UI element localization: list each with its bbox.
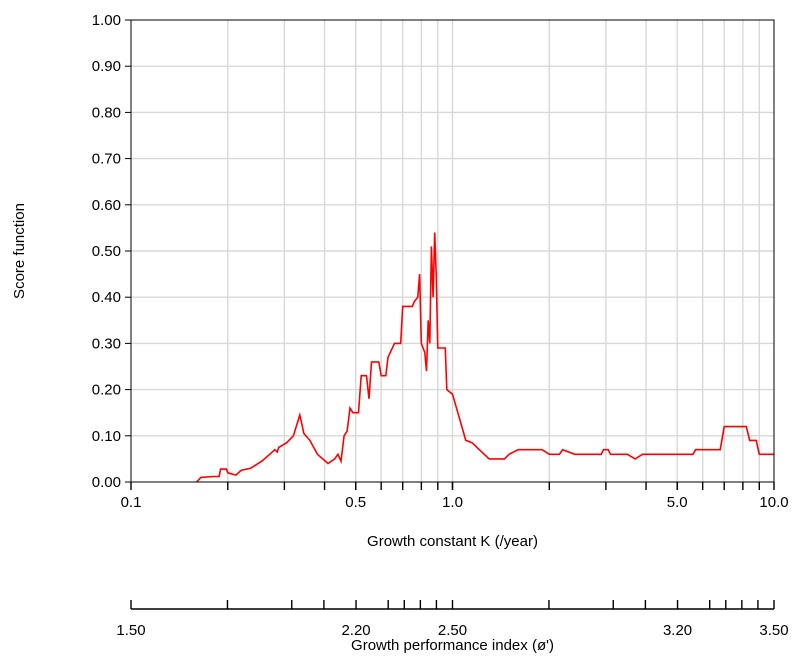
x-axis-title: Growth constant K (/year) [367, 533, 538, 550]
y-tick-label: 1.00 [92, 12, 121, 29]
secondary-tick-label: 2.20 [341, 622, 370, 639]
secondary-tick-label: 3.20 [663, 622, 692, 639]
x-axis-ticks: 0.1 0.5 1.0 5.0 10.0 [121, 482, 789, 511]
y-tick-label: 0.20 [92, 382, 121, 399]
grid [131, 20, 774, 482]
x-tick-label: 0.5 [345, 494, 366, 511]
y-tick-label: 0.30 [92, 335, 121, 352]
secondary-tick-label: 1.50 [116, 622, 145, 639]
y-tick-label: 0.70 [92, 151, 121, 168]
x-tick-label: 10.0 [759, 494, 788, 511]
y-tick-label: 0.40 [92, 289, 121, 306]
series-layer [196, 232, 774, 483]
secondary-axis-title: Growth performance index (ø') [351, 637, 554, 654]
y-axis-title: Score function [11, 203, 28, 299]
x-tick-label: 1.0 [442, 494, 463, 511]
y-tick-label: 0.50 [92, 243, 121, 260]
secondary-tick-label: 3.50 [759, 622, 788, 639]
y-tick-label: 0.80 [92, 104, 121, 121]
series-line [196, 232, 774, 483]
y-tick-label: 0.60 [92, 197, 121, 214]
y-axis-ticks: 0.00 0.10 0.20 0.30 0.40 0.50 0.60 0.70 0.80 0.90… [92, 12, 131, 491]
x-tick-label: 5.0 [667, 494, 688, 511]
y-tick-label: 0.90 [92, 58, 121, 75]
secondary-tick-label: 2.50 [438, 622, 467, 639]
y-tick-label: 0.00 [92, 474, 121, 491]
secondary-axis: 1.50 2.20 2.50 3.20 3.50 [116, 600, 789, 639]
x-tick-label: 0.1 [121, 494, 142, 511]
y-tick-label: 0.10 [92, 428, 121, 445]
